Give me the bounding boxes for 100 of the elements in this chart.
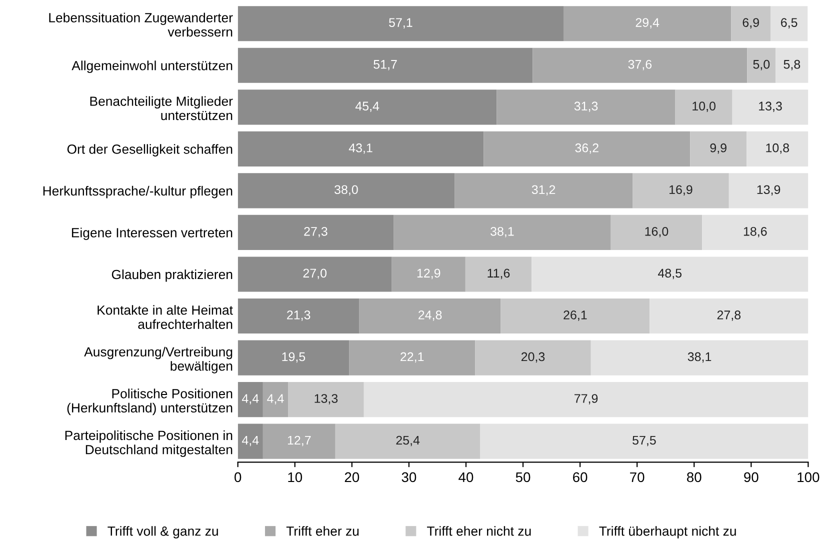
bar (262, 382, 288, 418)
bar (262, 424, 336, 459)
bar (480, 424, 808, 459)
bar (288, 382, 364, 418)
x-tick-label: 80 (687, 472, 702, 482)
bar (392, 256, 466, 292)
data-label: 37,6 (628, 60, 652, 70)
data-label: 6,9 (742, 18, 759, 28)
bar (776, 48, 808, 83)
data-label: 9,9 (710, 143, 726, 154)
bar (349, 340, 476, 376)
bar (238, 256, 392, 292)
data-label: 11,6 (488, 268, 510, 280)
data-label: 6,5 (781, 18, 798, 28)
legend-label: Trifft voll & ganz zu (108, 526, 218, 538)
bar (238, 173, 455, 208)
legend-label: Trifft eher zu (286, 526, 359, 536)
bar (650, 298, 808, 334)
data-label: 27,8 (717, 310, 741, 321)
data-label: 77,9 (574, 394, 598, 404)
y-tick-label: Politische Positionen (Herkunftsland) unterstützen (67, 388, 232, 416)
data-label: 43,1 (348, 143, 372, 154)
y-tick-label: Ort der Geselligkeit schaffen (67, 144, 232, 156)
data-label: 13,3 (759, 102, 782, 112)
data-label: 31,2 (532, 185, 556, 196)
bar (238, 131, 484, 166)
data-label: 5,0 (753, 60, 770, 70)
bar (238, 214, 394, 250)
bar (394, 214, 611, 250)
data-label: 25,4 (396, 436, 420, 446)
legend-label: Trifft eher nicht zu (427, 526, 531, 536)
data-label: 19,5 (282, 352, 306, 363)
data-label: 48,5 (658, 268, 682, 280)
bar (532, 256, 808, 292)
bar (238, 424, 263, 459)
data-label: 4,4 (267, 394, 284, 404)
data-label: 27,3 (304, 226, 328, 238)
x-tick-label: 30 (402, 472, 416, 482)
bar (690, 131, 747, 166)
bar (747, 48, 776, 83)
bar (238, 298, 360, 334)
legend-label: Trifft überhaupt nicht zu (599, 526, 736, 538)
data-label: 24,8 (418, 310, 442, 321)
x-tick-label: 100 (798, 472, 820, 482)
data-label: 57,1 (389, 18, 412, 28)
data-label: 38,1 (490, 226, 514, 238)
bar (238, 90, 497, 125)
data-label: 4,4 (242, 394, 259, 404)
bar (732, 90, 808, 125)
data-label: 38,0 (334, 185, 358, 196)
bar (675, 90, 732, 125)
x-tick-label: 10 (288, 472, 302, 482)
bar (238, 382, 263, 418)
data-label: 20,3 (521, 352, 545, 363)
data-label: 22,1 (400, 352, 424, 363)
bar (475, 340, 591, 376)
data-label: 31,3 (574, 102, 598, 112)
bar (610, 214, 702, 250)
data-label: 18,6 (744, 226, 767, 238)
y-tick-label: Lebenssituation Zugewanderter verbessern (49, 12, 233, 37)
data-label: 12,7 (288, 436, 311, 446)
bar (564, 6, 732, 42)
bar (632, 173, 729, 208)
y-tick-label: Kontakte in alte Heimat aufrechterhalten (98, 305, 233, 329)
bar (746, 131, 808, 166)
bar (484, 131, 690, 166)
data-label: 10,0 (692, 102, 716, 112)
y-tick-label: Allgemeinwohl unterstützen (72, 60, 232, 73)
x-tick-label: 0 (234, 472, 242, 482)
data-label: 36,2 (575, 143, 598, 154)
bar (364, 382, 808, 418)
data-label: 45,4 (355, 102, 380, 112)
data-label: 16,9 (670, 185, 692, 196)
bar (731, 6, 771, 42)
bar (590, 340, 808, 376)
data-label: 27,0 (303, 268, 327, 280)
data-label: 16,0 (645, 226, 668, 238)
x-tick-label: 90 (744, 472, 758, 482)
bar (359, 298, 501, 334)
bar (238, 340, 350, 376)
bar (454, 173, 633, 208)
data-label: 51,7 (374, 60, 397, 70)
data-label: 29,4 (636, 18, 660, 28)
data-label: 12,9 (417, 268, 440, 280)
x-tick-label: 40 (458, 472, 474, 482)
data-label: 57,5 (632, 436, 656, 446)
bar (238, 48, 533, 83)
bar (465, 256, 532, 292)
y-tick-label: Eigene Interessen vertreten (72, 228, 232, 240)
data-label: 4,4 (242, 436, 259, 446)
data-label: 10,8 (766, 143, 790, 154)
bar (500, 298, 650, 334)
y-tick-label: Parteipolitische Positionen in Deutschland mitgestalten (65, 430, 232, 457)
y-tick-label: Glauben praktizieren (112, 269, 232, 282)
data-label: 38,1 (688, 352, 712, 363)
bar (702, 214, 808, 250)
bar (728, 173, 808, 208)
bar (532, 48, 748, 83)
x-tick-label: 20 (344, 472, 360, 482)
y-tick-label: Benachteiligte Mitglieder unterstützen (90, 96, 233, 120)
